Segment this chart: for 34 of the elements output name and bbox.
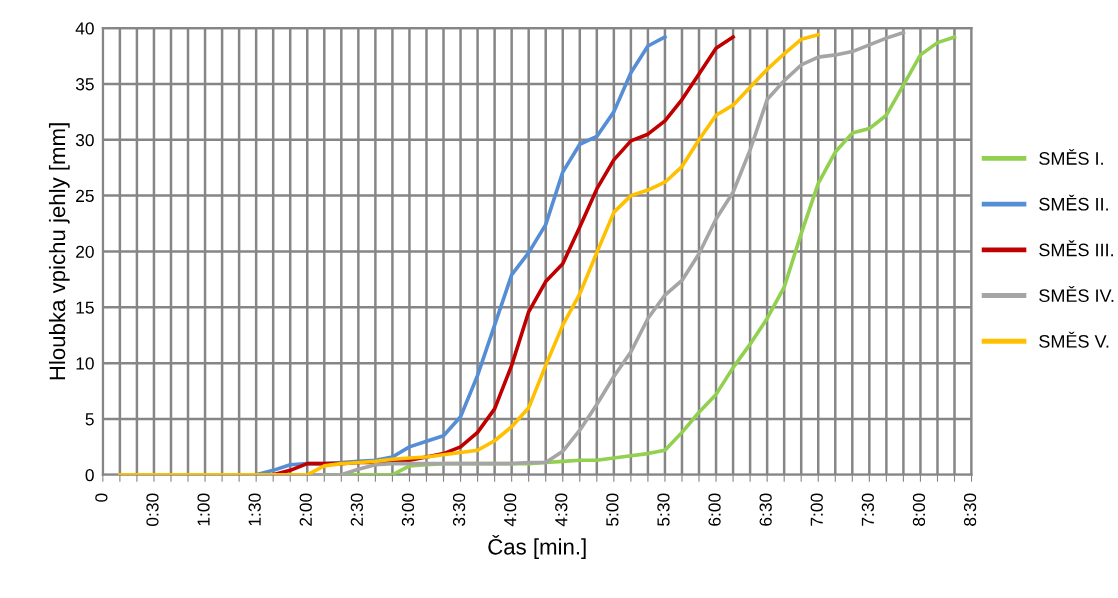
legend-label: SMĚS V. — [1039, 331, 1109, 348]
x-tick-label: 4:30 — [555, 493, 568, 527]
x-tick-label: 0 — [95, 493, 108, 502]
x-axis-title: Čas [min.] — [488, 534, 586, 560]
x-tick-label: 3:30 — [452, 493, 466, 526]
x-tick-label: 7:30 — [861, 493, 874, 526]
legend-label: SMĚS I. — [1039, 148, 1103, 165]
x-tick-label: 1:30 — [248, 493, 261, 526]
y-tick-label: 0 — [85, 468, 94, 482]
y-tick-label: 30 — [75, 133, 94, 147]
legend-label: SMĚS IV. — [1039, 286, 1114, 303]
x-tick-label: 5:00 — [606, 493, 619, 526]
y-tick-label: 35 — [75, 78, 94, 91]
x-tick-label: 2:00 — [299, 493, 312, 526]
x-tick-label: 3:00 — [401, 493, 415, 526]
x-tick-label: 7:00 — [810, 493, 823, 526]
x-tick-label: 8:00 — [912, 493, 926, 526]
x-tick-label: 5:30 — [657, 493, 670, 526]
y-tick-label: 40 — [75, 22, 94, 35]
x-tick-label: 4:00 — [504, 493, 517, 527]
x-tick-label: 1:00 — [197, 493, 210, 526]
y-tick-label: 20 — [76, 245, 94, 258]
legend-label: SMĚS III. — [1039, 240, 1113, 257]
x-tick-label: 8:30 — [963, 493, 977, 526]
x-tick-label: 6:30 — [759, 493, 772, 526]
x-tick-label: 2:30 — [350, 493, 364, 526]
y-tick-label: 25 — [76, 189, 94, 203]
y-tick-label: 5 — [85, 413, 94, 426]
x-tick-label: 6:00 — [708, 493, 721, 526]
legend-label: SMĚS II. — [1039, 194, 1108, 211]
y-tick-label: 15 — [76, 301, 94, 314]
y-tick-label: 10 — [76, 357, 94, 370]
y-axis-title: Hloubka vpichu jehly [mm] — [48, 123, 70, 380]
x-tick-label: 0:30 — [146, 493, 159, 526]
